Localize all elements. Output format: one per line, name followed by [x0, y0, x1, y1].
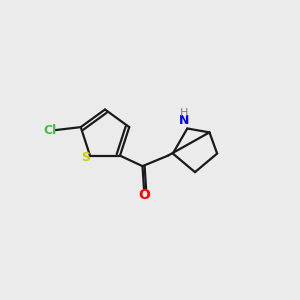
Text: O: O — [138, 188, 150, 202]
Text: Cl: Cl — [43, 124, 56, 136]
Text: H: H — [180, 108, 188, 118]
Text: S: S — [81, 151, 90, 164]
Text: N: N — [179, 115, 190, 128]
